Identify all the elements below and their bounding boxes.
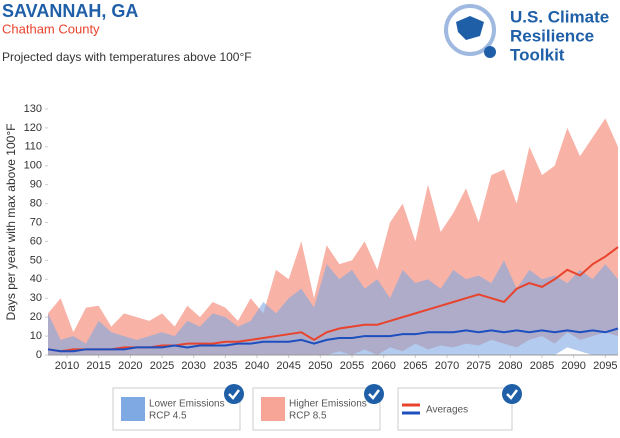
x-tick-label: 2080 (498, 360, 522, 372)
y-tick-label: 50 (30, 254, 42, 266)
y-tick-label: 10 (30, 330, 42, 342)
x-tick-label: 2070 (435, 360, 459, 372)
y-tick-label: 80 (30, 197, 42, 209)
legend-box (252, 387, 381, 431)
x-tick-label: 2055 (340, 360, 364, 372)
legend-box (397, 387, 513, 431)
x-tick-label: 2075 (466, 360, 490, 372)
average-line (47, 327, 619, 353)
x-tick-label: 2030 (181, 360, 205, 372)
logo: U.S. Climate Resilience Toolkit (444, 4, 609, 64)
subtitle: Chatham County (2, 21, 100, 36)
y-tick-label: 130 (24, 103, 42, 115)
toggle-circle[interactable] (502, 384, 522, 404)
legend-sublabel: RCP 4.5 (149, 411, 187, 422)
x-tick-label: 2045 (276, 360, 300, 372)
x-tick-label: 2035 (213, 360, 237, 372)
logo-ring (444, 4, 496, 56)
logo-text: U.S. Climate (510, 7, 609, 26)
x-tick-label: 2065 (403, 360, 427, 372)
logo-map (456, 16, 484, 40)
y-axis-label: Days per year with max above 100°F (4, 124, 18, 321)
y-tick-label: 90 (30, 179, 42, 191)
legend-label: Lower Emissions (149, 399, 225, 410)
legend-toggle[interactable] (224, 384, 244, 404)
x-tick-label: 2085 (530, 360, 554, 372)
toggle-circle[interactable] (224, 384, 244, 404)
x-tick-label: 2050 (308, 360, 332, 372)
y-tick-label: 20 (30, 311, 42, 323)
legend-swatch (261, 397, 285, 421)
title: SAVANNAH, GA (2, 1, 138, 21)
toggle-circle[interactable] (364, 384, 384, 404)
y-tick-label: 30 (30, 292, 42, 304)
legend-toggle[interactable] (364, 384, 384, 404)
legend-swatch (121, 397, 145, 421)
x-tick-label: 2095 (593, 360, 617, 372)
legend-label: Higher Emissions (289, 399, 367, 410)
x-tick-label: 2090 (561, 360, 585, 372)
x-tick-label: 2060 (371, 360, 395, 372)
x-tick-label: 2010 (55, 360, 79, 372)
range-band (48, 260, 618, 355)
y-tick-label: 110 (24, 141, 42, 153)
toggle-check[interactable] (506, 389, 518, 400)
legend-toggle[interactable] (502, 384, 522, 404)
x-tick-label: 2040 (245, 360, 269, 372)
y-tick-label: 100 (24, 160, 42, 172)
y-tick-label: 120 (24, 122, 42, 134)
x-tick-label: 2015 (86, 360, 110, 372)
x-tick-label: 2025 (150, 360, 174, 372)
logo-gear (484, 46, 496, 58)
toggle-check[interactable] (368, 389, 380, 400)
toggle-check[interactable] (228, 389, 240, 400)
logo-text: Toolkit (510, 45, 565, 64)
y-tick-label: 0 (36, 349, 42, 361)
description: Projected days with temperatures above 1… (2, 50, 252, 64)
y-tick-label: 60 (30, 235, 42, 247)
legend-sublabel: RCP 8.5 (289, 411, 327, 422)
x-tick-label: 2020 (118, 360, 142, 372)
logo-text: Resilience (510, 26, 594, 45)
y-tick-label: 40 (30, 273, 42, 285)
legend-label: Averages (426, 405, 468, 416)
y-tick-label: 70 (30, 216, 42, 228)
